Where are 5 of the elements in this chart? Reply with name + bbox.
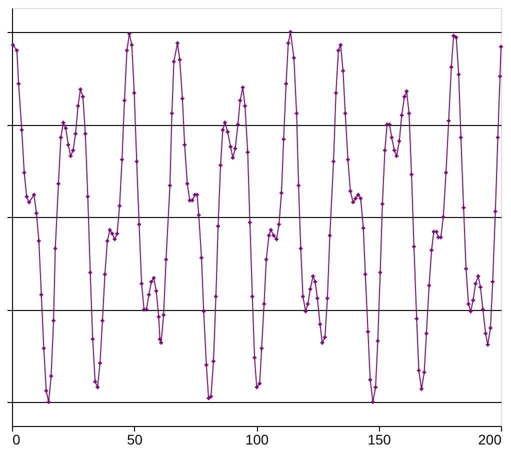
x-tick-label: 50 (126, 432, 143, 448)
x-tick-label: 150 (368, 432, 392, 448)
x-tick-label: 0 (12, 432, 20, 448)
x-tick-label: 200 (478, 432, 502, 448)
x-tick-label: 100 (245, 432, 269, 448)
